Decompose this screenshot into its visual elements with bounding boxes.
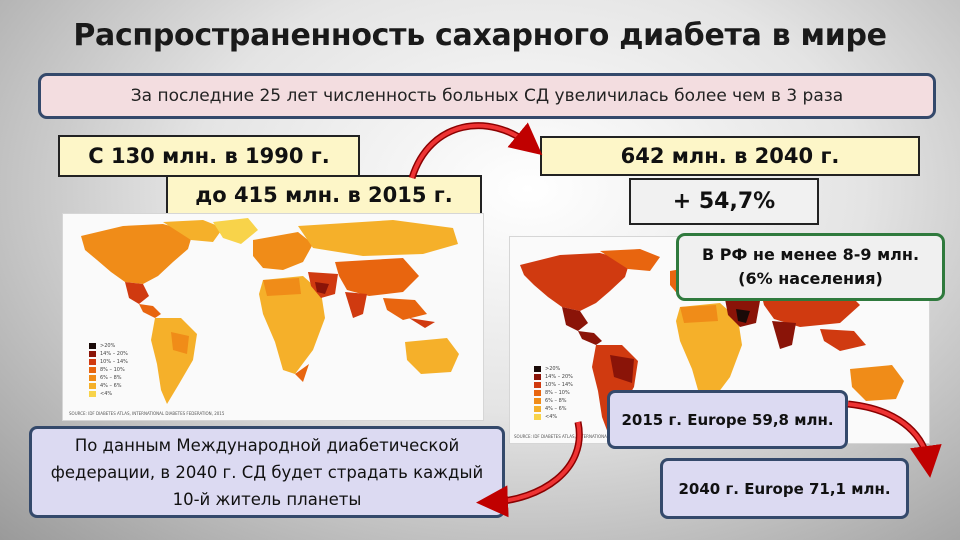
legend-swatch [534,414,541,420]
legend-label: 10% – 14% [100,359,128,365]
legend-label: <4% [100,391,113,397]
legend-label: 6% – 8% [545,398,567,404]
increase-percent-box: + 54,7% [629,178,819,225]
legend-label: >20% [100,343,116,349]
map-source-note: SOURCE: IDF DIABETES ATLAS, INTERNATIONA… [69,411,225,416]
legend-item: 14% – 20% [534,373,573,381]
legend-item: 4% – 6% [534,405,573,413]
legend-label: 10% – 14% [545,382,573,388]
europe-2015-box: 2015 г. Europe 59,8 млн. [607,390,848,449]
legend-item: 10% – 14% [89,358,128,366]
stat-2040-box: 642 млн. в 2040 г. [540,136,920,176]
legend-swatch [534,382,541,388]
legend-label: <4% [545,414,558,420]
legend-label: 8% – 10% [545,390,570,396]
legend-swatch [89,383,96,389]
world-map-2015-graphic [81,218,459,404]
legend-swatch [89,375,96,381]
legend-item: 10% – 14% [534,381,573,389]
legend-item: <4% [89,390,128,398]
map-source-note: SOURCE: IDF DIABETES ATLAS, INTERNATIONA… [514,434,670,439]
legend-swatch [89,367,96,373]
legend-swatch [534,366,541,372]
subtitle-banner: За последние 25 лет численность больных … [38,73,936,119]
idf-note-box: По данным Международной диабетической фе… [29,426,505,518]
legend-label: >20% [545,366,561,372]
legend-swatch [534,406,541,412]
russia-note-box: В РФ не менее 8-9 млн. (6% населения) [676,233,945,301]
map-legend-2040: >20% 14% – 20% 10% – 14% 8% – 10% 6% – 8… [534,365,573,421]
map-legend-2015: >20% 14% – 20% 10% – 14% 8% – 10% 6% – 8… [89,342,128,398]
legend-swatch [89,359,96,365]
legend-swatch [89,391,96,397]
legend-label: 14% – 20% [545,374,573,380]
legend-label: 4% – 6% [545,406,567,412]
legend-swatch [534,398,541,404]
page-title: Распространенность сахарного диабета в м… [73,18,887,53]
legend-item: 6% – 8% [89,374,128,382]
legend-item: 8% – 10% [89,366,128,374]
legend-swatch [534,374,541,380]
legend-item: 4% – 6% [89,382,128,390]
europe-2040-box: 2040 г. Europe 71,1 млн. [660,458,909,519]
legend-label: 4% – 6% [100,383,122,389]
world-map-2015: >20% 14% – 20% 10% – 14% 8% – 10% 6% – 8… [62,213,484,421]
legend-swatch [89,343,96,349]
legend-swatch [534,390,541,396]
legend-label: 8% – 10% [100,367,125,373]
legend-item: <4% [534,413,573,421]
legend-label: 6% – 8% [100,375,122,381]
legend-item: 8% – 10% [534,389,573,397]
legend-label: 14% – 20% [100,351,128,357]
legend-item: >20% [89,342,128,350]
legend-item: >20% [534,365,573,373]
legend-item: 6% – 8% [534,397,573,405]
legend-item: 14% – 20% [89,350,128,358]
legend-swatch [89,351,96,357]
